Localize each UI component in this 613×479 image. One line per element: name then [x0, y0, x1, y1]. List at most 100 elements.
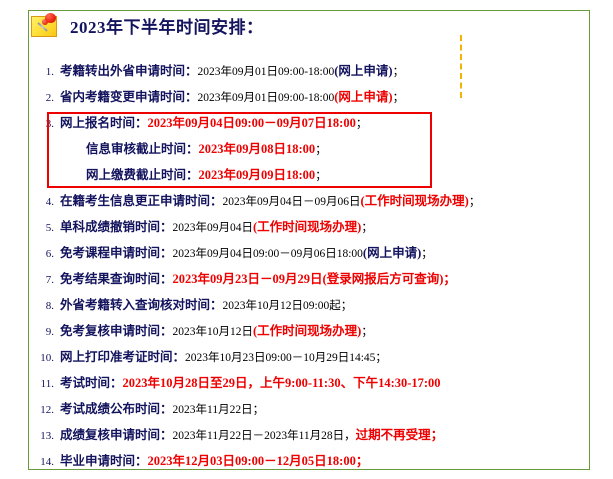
schedule-row-terminator: ； [421, 248, 433, 260]
schedule-row-label: 免考复核申请时间： [60, 324, 173, 338]
schedule-row-number: 7. [45, 274, 54, 286]
schedule-row-label: 省内考籍变更申请时间： [60, 90, 198, 104]
schedule-row-number: 6. [45, 248, 54, 260]
schedule-row-body: 信息审核截止时间：2023年09月08日18:00； [60, 138, 327, 157]
schedule-row-terminator: ； [355, 454, 369, 468]
schedule-row-label: 考试成绩公布时间： [60, 402, 173, 416]
schedule-row-label: 免考结果查询时间： [60, 272, 173, 286]
notice-header: 2023年下半年时间安排： [30, 12, 264, 38]
schedule-row-number: 1. [45, 66, 54, 78]
schedule-row-terminator: ； [468, 196, 481, 208]
schedule-row-label: 信息审核截止时间： [86, 142, 199, 156]
schedule-row: 4. 在籍考生信息更正申请时间：2023年09月04日－09月06日(工作时间现场… [28, 190, 588, 216]
schedule-row-tag: (工作时间现场办理) [360, 194, 469, 208]
schedule-row-label: 毕业申请时间： [60, 454, 148, 468]
schedule-row: 14. 毕业申请时间：2023年12月03日09:00－12月05日18:00； [28, 450, 588, 476]
schedule-row: 6. 免考课程申请时间：2023年09月04日09:00－09月06日18:00(… [28, 242, 588, 268]
schedule-row-value: 2023年09月08日18:00 [198, 142, 316, 156]
schedule-row-value: 2023年09月04日 [172, 222, 254, 234]
schedule-row-tag: (网上申请) [334, 64, 393, 78]
schedule-row-value: 2023年11月22日 [172, 404, 253, 416]
schedule-row-body: 单科成绩撤销时间：2023年09月04日(工作时间现场办理)； [60, 216, 373, 235]
schedule-row-number: 11. [40, 378, 54, 390]
schedule-row-body: 免考结果查询时间：2023年09月23日－09月29日(登录网报后方可查询)； [60, 268, 456, 287]
schedule-row: 5. 单科成绩撤销时间：2023年09月04日(工作时间现场办理)； [28, 216, 588, 242]
schedule-row-terminator: ； [361, 326, 373, 338]
schedule-row-value: 2023年11月22日－2023年11月28日， [172, 430, 356, 442]
schedule-row-number: 5. [45, 222, 54, 234]
schedule-row-label: 外省考籍转入查询核对时间： [60, 298, 223, 312]
schedule-row-value: 2023年10月23日09:00－10月29日14:45 [185, 352, 376, 364]
schedule-row-body: 考试时间：2023年10月28日至29日，上午9:00-11:30、下午14:3… [60, 372, 441, 391]
schedule-row-tag: (工作时间现场办理) [253, 324, 362, 338]
schedule-row-terminator: ； [430, 428, 444, 442]
schedule-row-number: 14. [40, 456, 54, 468]
schedule-row-body: 成绩复核申请时间：2023年11月22日－2023年11月28日，过期不再受理； [60, 424, 443, 443]
schedule-row-body: 免考复核申请时间：2023年10月12日(工作时间现场办理)； [60, 320, 373, 339]
schedule-row-tag: 过期不再受理 [355, 428, 431, 442]
schedule-row-terminator: ； [375, 352, 387, 364]
schedule-row: 8. 外省考籍转入查询核对时间：2023年10月12日09:00起； [28, 294, 588, 320]
schedule-row-body: 在籍考生信息更正申请时间：2023年09月04日－09月06日(工作时间现场办理… [60, 190, 480, 209]
schedule-row-body: 网上报名时间：2023年09月04日09:00－09月07日18:00； [60, 112, 367, 131]
schedule-row: 12. 考试成绩公布时间：2023年11月22日； [28, 398, 588, 424]
schedule-row-value: 2023年09月04日09:00－09月07日18:00 [147, 116, 356, 130]
schedule-row-body: 考试成绩公布时间：2023年11月22日； [60, 398, 264, 417]
schedule-row-number: 4. [45, 196, 54, 208]
schedule-row: 网上缴费截止时间：2023年09月09日18:00； [28, 164, 588, 190]
schedule-row-terminator: ； [443, 272, 456, 286]
schedule-row-label: 考籍转出外省申请时间： [60, 64, 198, 78]
schedule-row-value: 2023年12月03日09:00－12月05日18:00 [147, 454, 356, 468]
schedule-row-number: 13. [40, 430, 54, 442]
schedule-row-terminator: ； [315, 170, 327, 182]
schedule-row-value: 2023年10月12日09:00起 [222, 300, 341, 312]
schedule-row-terminator: ； [361, 222, 373, 234]
schedule-row-terminator: ； [340, 300, 353, 312]
schedule-row-label: 免考课程申请时间： [60, 246, 173, 260]
schedule-row-body: 网上打印准考证时间：2023年10月23日09:00－10月29日14:45； [60, 346, 387, 365]
schedule-row-body: 考籍转出外省申请时间：2023年09月01日09:00-18:00(网上申请)； [60, 60, 404, 79]
schedule-row-body: 毕业申请时间：2023年12月03日09:00－12月05日18:00； [60, 450, 368, 469]
schedule-row-number: 2. [45, 92, 54, 104]
schedule-row-number: 9. [45, 326, 54, 338]
schedule-row-number: 10. [40, 352, 54, 364]
schedule-row-number: 3. [45, 118, 54, 130]
schedule-row: 13. 成绩复核申请时间：2023年11月22日－2023年11月28日，过期不再… [28, 424, 588, 450]
sticky-note-pin-icon [30, 12, 60, 38]
schedule-row-label: 成绩复核申请时间： [60, 428, 173, 442]
schedule-row-body: 网上缴费截止时间：2023年09月09日18:00； [60, 164, 327, 183]
schedule-row-body: 免考课程申请时间：2023年09月04日09:00－09月06日18:00(网上… [60, 242, 433, 261]
notice-panel [28, 10, 590, 470]
schedule-row-terminator: ； [392, 92, 405, 104]
schedule-row-value: 2023年09月23日－09月29日 [172, 272, 323, 286]
schedule-row-terminator: ； [252, 404, 265, 416]
schedule-row-number: 12. [40, 404, 54, 416]
decorative-dashed-rule [460, 35, 462, 98]
schedule-row-value: 2023年09月09日18:00 [198, 168, 316, 182]
schedule-list: 1. 考籍转出外省申请时间：2023年09月01日09:00-18:00(网上申请… [28, 60, 588, 476]
schedule-row-terminator: ； [355, 118, 368, 130]
schedule-row-label: 网上报名时间： [60, 116, 148, 130]
schedule-row: 2. 省内考籍变更申请时间：2023年09月01日09:00-18:00(网上申请… [28, 86, 588, 112]
schedule-row: 10. 网上打印准考证时间：2023年10月23日09:00－10月29日14:4… [28, 346, 588, 372]
schedule-row: 11. 考试时间：2023年10月28日至29日，上午9:00-11:30、下午1… [28, 372, 588, 398]
schedule-row-body: 外省考籍转入查询核对时间：2023年10月12日09:00起； [60, 294, 352, 313]
schedule-row-label: 考试时间： [60, 376, 123, 390]
schedule-row: 信息审核截止时间：2023年09月08日18:00； [28, 138, 588, 164]
schedule-row: 1. 考籍转出外省申请时间：2023年09月01日09:00-18:00(网上申请… [28, 60, 588, 86]
schedule-row-value: 2023年09月04日－09月06日 [222, 196, 361, 208]
page-title: 2023年下半年时间安排： [70, 17, 264, 37]
schedule-row: 3. 网上报名时间：2023年09月04日09:00－09月07日18:00； [28, 112, 588, 138]
schedule-row-terminator: ； [392, 66, 405, 78]
schedule-row-value: 2023年09月04日09:00－09月06日18:00 [172, 248, 363, 260]
schedule-row-tag: (工作时间现场办理) [253, 220, 362, 234]
schedule-row-label: 单科成绩撤销时间： [60, 220, 173, 234]
schedule-row-label: 网上打印准考证时间： [60, 350, 186, 364]
schedule-row-terminator: ； [315, 144, 327, 156]
schedule-row-number: 8. [45, 300, 54, 312]
schedule-row-value: 2023年09月01日09:00-18:00 [197, 66, 335, 78]
schedule-row-tag: (网上申请) [362, 246, 422, 260]
schedule-row-label: 网上缴费截止时间： [86, 168, 199, 182]
schedule-row: 9. 免考复核申请时间：2023年10月12日(工作时间现场办理)； [28, 320, 588, 346]
schedule-row-value: 2023年09月01日09:00-18:00 [197, 92, 335, 104]
